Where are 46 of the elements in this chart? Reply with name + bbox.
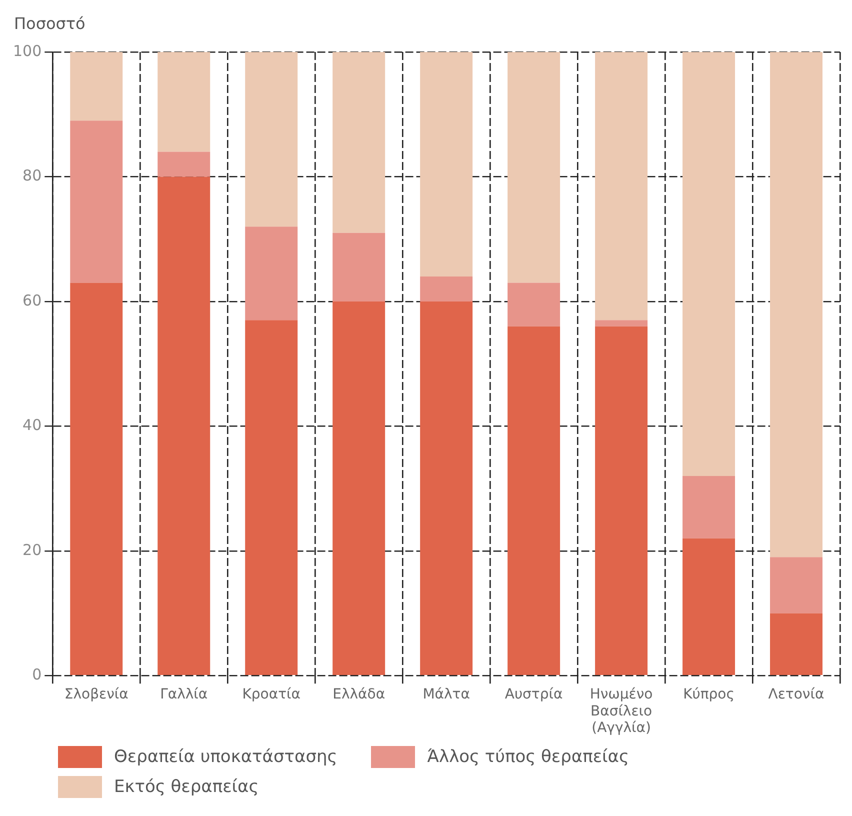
x-tick-label: Κροατία bbox=[242, 686, 300, 703]
bar bbox=[332, 52, 386, 233]
x-tick-label: Αυστρία bbox=[504, 686, 563, 703]
bar bbox=[595, 326, 648, 675]
x-tick-label: Μάλτα bbox=[422, 686, 470, 703]
legend-label: Θεραπεία υποκατάστασης bbox=[114, 747, 338, 767]
y-tick-label: 100 bbox=[12, 42, 42, 60]
bar bbox=[158, 52, 210, 152]
bar bbox=[508, 282, 560, 326]
bar bbox=[158, 176, 210, 675]
x-tick-label: Σλοβενία bbox=[64, 686, 128, 703]
y-axis-title: Ποσοστό bbox=[14, 14, 86, 33]
bar bbox=[770, 557, 823, 614]
legend-label: Εκτός θεραπείας bbox=[114, 777, 259, 797]
y-tick-label: 0 bbox=[32, 665, 42, 684]
bar bbox=[682, 538, 736, 675]
bar bbox=[508, 52, 560, 283]
bar bbox=[595, 52, 648, 320]
y-tick-label: 60 bbox=[22, 291, 42, 310]
bar bbox=[332, 232, 386, 302]
bar bbox=[682, 52, 736, 476]
bar bbox=[245, 226, 298, 320]
x-tick-label: Ηνωμένο Βασίλειο (Αγγλία) bbox=[590, 686, 653, 736]
bar bbox=[70, 282, 123, 675]
x-tick-label: Κύπρος bbox=[683, 686, 734, 703]
bar bbox=[70, 52, 123, 121]
bar bbox=[420, 276, 473, 302]
bar bbox=[420, 52, 473, 276]
x-tick-label: Ελλάδα bbox=[332, 686, 386, 703]
y-tick-label: 20 bbox=[22, 540, 42, 559]
bar bbox=[245, 52, 298, 227]
bar bbox=[420, 301, 473, 675]
y-tick-label: 80 bbox=[22, 166, 42, 185]
bar bbox=[245, 320, 298, 675]
x-tick-label: Λετονία bbox=[768, 686, 824, 703]
bar bbox=[332, 301, 386, 675]
x-tick-label: Γαλλία bbox=[160, 686, 208, 703]
bar bbox=[770, 52, 823, 558]
bar bbox=[70, 120, 123, 283]
y-tick-label: 40 bbox=[22, 416, 42, 434]
bar bbox=[595, 320, 648, 326]
bar bbox=[770, 613, 823, 675]
legend-label: Άλλος τύπος θεραπείας bbox=[427, 747, 629, 767]
bar bbox=[158, 152, 210, 177]
bar bbox=[508, 326, 560, 675]
bar bbox=[682, 476, 736, 538]
